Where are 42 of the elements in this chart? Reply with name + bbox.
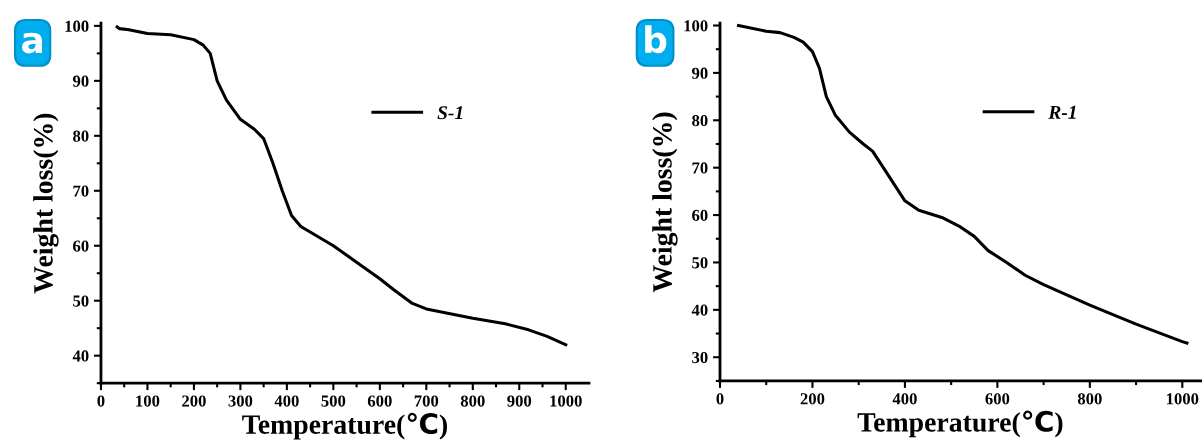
x-tick-label: 700 (414, 395, 439, 407)
y-tick-label: 100 (684, 20, 708, 32)
y-axis-title: Weight loss(%) (33, 113, 59, 294)
legend-label: R-1 (1048, 105, 1076, 119)
x-tick-label: 0 (97, 395, 105, 407)
x-tick-label: 100 (136, 395, 160, 407)
x-tick-label: 400 (274, 395, 299, 407)
line-series (115, 25, 568, 347)
x-tick-label: 400 (892, 393, 917, 405)
legend-label: S-1 (437, 106, 463, 120)
y-tick-label: 40 (72, 350, 89, 362)
line-series (736, 23, 1189, 345)
text: a (22, 32, 42, 54)
y-tick-label: 90 (72, 75, 89, 87)
text: b (645, 25, 667, 54)
x-tick-label: 800 (460, 395, 485, 407)
y-tick-label: 40 (691, 304, 708, 316)
x-tick-label: 500 (321, 395, 346, 407)
y-tick-label: 80 (73, 130, 89, 142)
y-tick-label: 30 (692, 351, 708, 364)
y-tick-label: 60 (692, 209, 708, 222)
x-tick-label: 600 (985, 393, 1010, 405)
x-tick-label: 200 (182, 395, 206, 407)
x-tick-label: 800 (1077, 393, 1102, 405)
x-tick-label: 200 (800, 393, 825, 405)
x-tick-label: 600 (367, 395, 392, 407)
y-tick-label: 90 (691, 67, 708, 79)
y-tick-label: 70 (73, 185, 89, 197)
x-axis-title: Temperature(℃) (857, 410, 1063, 438)
x-tick-label: 900 (507, 395, 532, 407)
y-tick-label: 70 (692, 162, 708, 174)
x-tick-label: 0 (716, 393, 724, 405)
x-tick-label: 1000 (1166, 393, 1199, 405)
y-tick-label: 50 (73, 295, 89, 307)
y-axis-title: Weight loss(%) (652, 112, 678, 293)
x-tick-label: 300 (228, 395, 253, 407)
x-tick-label: 1000 (550, 395, 582, 407)
y-tick-label: 60 (73, 240, 89, 252)
y-tick-label: 100 (65, 20, 89, 32)
y-tick-label: 50 (692, 257, 708, 269)
x-axis-title: Temperature(℃) (242, 412, 447, 440)
y-tick-label: 80 (692, 114, 708, 127)
